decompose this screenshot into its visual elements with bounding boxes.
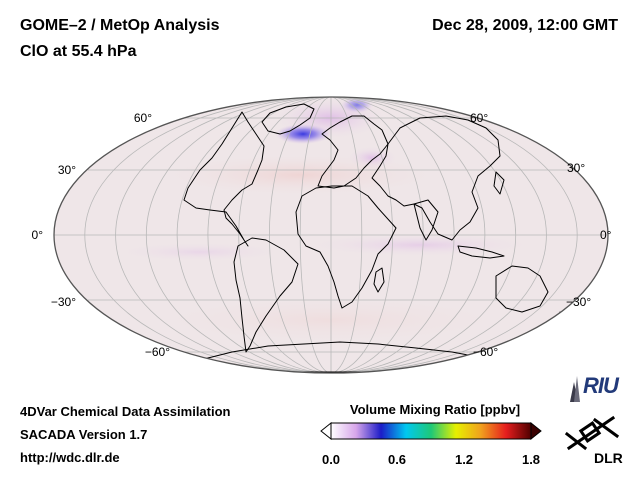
- lat-label-60s-right: −60°: [473, 345, 498, 359]
- colorbar-tick-1: 0.6: [387, 452, 407, 467]
- coastlines: [169, 103, 567, 373]
- colorbar-tick-2: 1.2: [454, 452, 474, 467]
- coastline-south-america: [233, 237, 299, 353]
- species-level-subtitle: ClO at 55.4 hPa: [20, 43, 137, 60]
- analysis-datetime: Dec 28, 2009, 12:00 GMT: [432, 17, 618, 34]
- riu-logo-text: RIU: [583, 373, 619, 398]
- credit-version: SACADA Version 1.7: [20, 427, 148, 442]
- credit-url: http://wdc.dlr.de: [20, 450, 120, 465]
- lat-label-30s-right: −30°: [566, 295, 591, 309]
- colorbar-ramp: [330, 422, 532, 440]
- coastline-north-america: [183, 111, 265, 247]
- colorbar-min-extension: [320, 421, 332, 441]
- coastline-asia: [371, 115, 501, 241]
- colorbar-tick-3: 1.8: [521, 452, 541, 467]
- coastline-europe: [317, 115, 389, 189]
- lat-label-eq-right: 0°: [600, 228, 612, 242]
- mollweide-map: 60° 30° 0° −30° −60° 60° 30° 0° −30° −60…: [32, 96, 612, 374]
- credit-assimilation: 4DVar Chemical Data Assimilation: [20, 404, 231, 419]
- map-outline: [53, 96, 609, 374]
- colorbar-max-extension: [530, 421, 542, 441]
- latitude-labels: 60° 30° 0° −30° −60° 60° 30° 0° −30° −60…: [32, 111, 612, 359]
- riu-logo-icon: [570, 376, 580, 402]
- coastline-africa: [295, 185, 397, 309]
- lat-label-60n-right: 60°: [470, 111, 488, 125]
- lat-label-30n-left: 30°: [58, 163, 76, 177]
- coastline-madagascar: [373, 267, 385, 293]
- map-title: GOME–2 / MetOp Analysis: [20, 17, 220, 34]
- coastline-indonesia: [457, 245, 505, 259]
- lat-label-eq-left: 0°: [32, 228, 44, 242]
- colorbar-title: Volume Mixing Ratio [ppbv]: [349, 402, 521, 417]
- lat-label-60n-left: 60°: [134, 111, 152, 125]
- colorbar-tick-0: 0.0: [321, 452, 341, 467]
- lat-label-30s-left: −30°: [51, 295, 76, 309]
- coastline-japan: [493, 171, 505, 195]
- coastline-india: [413, 199, 439, 241]
- lat-label-30n-right: 30°: [567, 161, 585, 175]
- dlr-logo-text: DLR: [594, 450, 623, 466]
- lat-label-60s-left: −60°: [145, 345, 170, 359]
- coastline-australia: [495, 265, 549, 313]
- colorbar: [320, 421, 542, 441]
- dlr-logo-icon: [564, 415, 620, 451]
- coastline-greenland: [261, 103, 315, 135]
